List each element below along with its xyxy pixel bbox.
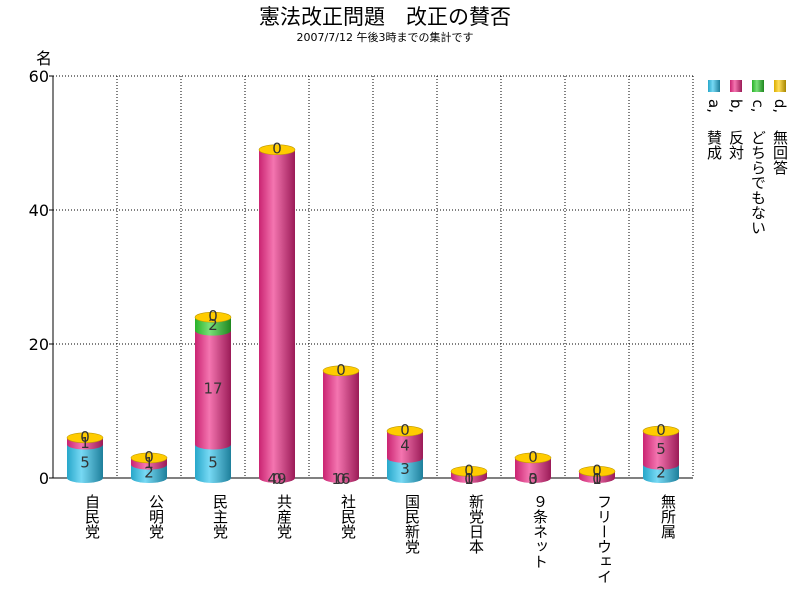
bar-group: 210 xyxy=(130,448,168,483)
bar-data-label: 0 xyxy=(208,307,218,325)
legend-swatch xyxy=(708,80,720,92)
bar-group: 030 xyxy=(514,448,552,488)
bar-segment xyxy=(195,330,231,450)
bar-cap xyxy=(642,425,680,437)
bar-data-label: 5 xyxy=(656,440,666,458)
bar-data-label: 0 xyxy=(592,470,602,488)
y-tick-label: 60 xyxy=(29,67,49,86)
bar-segment xyxy=(323,370,359,483)
bar-data-label: 0 xyxy=(336,361,346,379)
y-tick-label: 20 xyxy=(29,335,49,354)
bar-cap xyxy=(130,452,168,464)
y-axis-label: 名 xyxy=(36,49,52,68)
bar-segment xyxy=(259,149,295,483)
legend-letter: c, xyxy=(749,99,767,112)
bar-cap xyxy=(386,425,424,437)
bar-data-label: 0 xyxy=(272,470,282,488)
x-tick-label: 国民新党 xyxy=(403,494,421,555)
bar-data-label: 0 xyxy=(272,140,282,158)
bar-data-label: 3 xyxy=(528,470,538,488)
bar-data-label: 0 xyxy=(144,448,154,466)
bar-data-label: 1 xyxy=(464,470,474,488)
bar-cap xyxy=(450,465,488,477)
y-tick-labels: 0 20 40 60 xyxy=(29,67,53,488)
bar-segment xyxy=(387,431,423,463)
x-tick-label: 無所属 xyxy=(659,494,677,539)
bar-data-label: 0 xyxy=(464,461,474,479)
bar-data-label: 49 xyxy=(267,470,286,488)
bar-data-label: 17 xyxy=(203,380,222,398)
legend-letter: b, xyxy=(727,99,745,113)
bar-cap xyxy=(194,311,232,323)
y-tick-label: 0 xyxy=(39,469,49,488)
legend-label: 無回答 xyxy=(771,130,789,175)
x-tick-label: フリーウェイ xyxy=(595,494,613,584)
legend-label: 反対 xyxy=(727,130,745,160)
bar-data-label: 4 xyxy=(400,437,410,455)
bar-group: 010 xyxy=(450,461,488,488)
bar-segment xyxy=(131,464,167,483)
bar-segment xyxy=(643,431,679,470)
legend-letter: d, xyxy=(771,99,789,113)
bar-segment xyxy=(643,464,679,483)
bar-group: 010 xyxy=(578,461,616,488)
x-tick-label: 新党日本 xyxy=(467,494,485,554)
bar-group: 510 xyxy=(66,428,104,483)
bar-data-label: 0 xyxy=(528,448,538,466)
bar-data-label: 2 xyxy=(144,463,154,481)
bar-cap xyxy=(514,452,552,464)
x-tick-label: ９条ネット xyxy=(531,494,549,569)
bar-cap xyxy=(258,144,296,155)
bar-cap xyxy=(66,432,104,444)
legend-label: 賛成 xyxy=(705,130,723,161)
chart-title: 憲法改正問題 改正の賛否 xyxy=(259,5,511,29)
x-tick-labels: 自民党 公明党 民主党 共産党 社民党 国民新党 新党日本 ９条ネット フリーウェイ 無所属 xyxy=(83,494,677,584)
legend-swatch xyxy=(730,80,742,92)
bar-data-label: 1 xyxy=(144,454,154,472)
bar-segment xyxy=(67,444,103,483)
bar-data-label: 1 xyxy=(592,470,602,488)
bar-data-label: 16 xyxy=(331,470,350,488)
bar-data-label: 5 xyxy=(80,453,90,471)
legend-swatch xyxy=(752,80,764,92)
bar-data-label: 0 xyxy=(464,470,474,488)
legend: a, 賛成 b, 反対 c, どちらでもない d, 無回答 xyxy=(705,80,789,235)
bar-segment xyxy=(195,444,231,483)
bar-data-label: 0 xyxy=(656,421,666,439)
bar-data-label: 2 xyxy=(656,463,666,481)
bar-segment xyxy=(387,457,423,483)
y-tick-label: 40 xyxy=(29,201,49,220)
bar-segment xyxy=(515,457,551,483)
bar-data-label: 5 xyxy=(208,453,218,471)
bar-group: 2 50 xyxy=(642,421,680,483)
x-tick-label: 共産党 xyxy=(275,494,293,540)
x-tick-label: 自民党 xyxy=(83,494,101,540)
bar-data-label: 1 xyxy=(80,434,90,452)
bar-data-label: 0 xyxy=(528,470,538,488)
bar-data-label: 3 xyxy=(400,460,410,478)
chart-subtitle: 2007/7/12 午後3時までの集計です xyxy=(297,30,474,44)
x-tick-label: 民主党 xyxy=(211,494,229,540)
bar-cap xyxy=(322,365,360,377)
legend-label: どちらでもない xyxy=(749,130,767,235)
bar-data-label: 0 xyxy=(592,461,602,479)
legend-swatch xyxy=(774,80,786,92)
bar-data-label: 2 xyxy=(208,316,218,334)
bar-group: 3 40 xyxy=(386,421,424,483)
bar-cap xyxy=(578,465,616,477)
bar-data-label: 0 xyxy=(80,428,90,446)
bar-group: 5 17 20 xyxy=(194,307,232,483)
bar-data-label: 0 xyxy=(336,470,346,488)
bar-data-label: 0 xyxy=(400,421,410,439)
x-tick-label: 社民党 xyxy=(339,494,357,540)
x-tick-label: 公明党 xyxy=(147,494,165,540)
grid-lines xyxy=(53,75,694,478)
legend-letter: a, xyxy=(705,99,723,113)
